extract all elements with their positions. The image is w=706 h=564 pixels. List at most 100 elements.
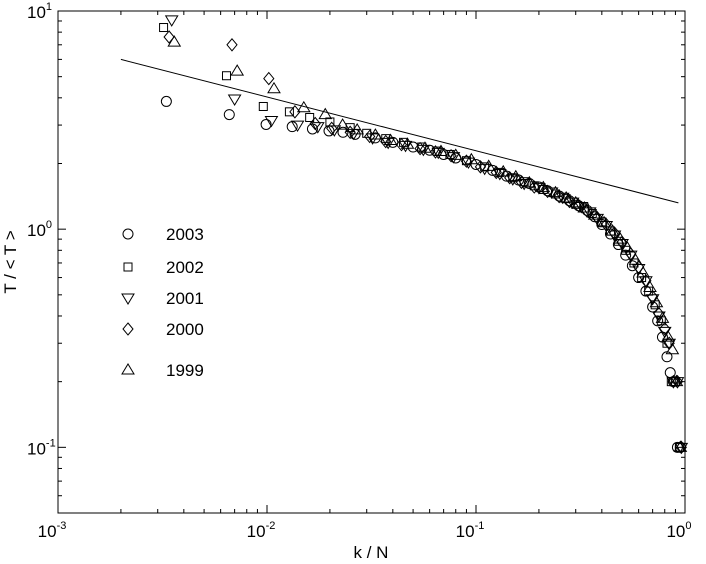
data-point-2003 [286, 121, 298, 133]
data-point-1999 [548, 185, 563, 198]
power-law-fit-line [120, 58, 679, 204]
data-point-1999 [587, 208, 602, 220]
legend-marker-2002 [123, 262, 133, 272]
y-tick-label: 100 [27, 219, 52, 240]
data-point-1999 [605, 224, 620, 236]
data-point-1999 [400, 137, 415, 149]
data-point-2001 [164, 15, 179, 27]
data-point-2000 [263, 71, 275, 86]
data-point-2000 [226, 38, 238, 52]
data-point-1999 [418, 141, 432, 153]
data-point-2001 [544, 187, 559, 199]
data-point-1999 [669, 374, 684, 387]
data-point-1999 [230, 64, 245, 76]
data-point-2003 [337, 126, 349, 138]
x-tick-label: 100 [666, 520, 691, 541]
legend-label-2002: 2002 [166, 258, 204, 277]
data-point-2003 [160, 95, 172, 107]
data-point-2000 [528, 180, 540, 194]
data-point-1999 [643, 280, 657, 293]
legend-label-2001: 2001 [166, 289, 204, 308]
data-point-2000 [414, 141, 426, 156]
data-point-2000 [659, 321, 671, 336]
x-tick-label: 10-2 [247, 520, 276, 541]
data-point-2001 [532, 183, 546, 195]
data-point-1999 [464, 152, 479, 165]
x-axis-title: k / N [354, 543, 389, 562]
data-point-1999 [508, 169, 523, 182]
legend-label-1999: 1999 [166, 361, 204, 380]
data-point-2003 [671, 441, 683, 453]
y-tick-label: 101 [27, 1, 52, 22]
legend-label-2003: 2003 [166, 225, 204, 244]
data-point-2002 [345, 123, 355, 133]
data-point-2001 [310, 122, 325, 134]
data-point-2000 [563, 194, 576, 209]
data-point-1999 [673, 440, 688, 452]
data-point-2000 [326, 121, 338, 136]
data-point-1999 [597, 215, 611, 228]
data-point-2003 [223, 109, 235, 121]
data-point-1999 [296, 100, 311, 113]
data-point-1999 [577, 201, 592, 213]
data-point-2001 [492, 168, 507, 181]
data-point-2003 [260, 118, 272, 130]
data-point-2002 [284, 107, 294, 117]
data-point-1999 [628, 253, 643, 265]
data-point-2000 [474, 160, 487, 174]
axis-tick-labels: 10-3 10-2 10-1 100 10-1 100 101 [27, 1, 692, 541]
data-point-2000 [309, 116, 321, 131]
data-point-1999 [167, 35, 182, 47]
data-point-2000 [380, 134, 392, 149]
data-point-2001 [555, 192, 570, 205]
data-point-2000 [541, 184, 554, 199]
data-point-2000 [600, 217, 612, 232]
data-point-1999 [434, 144, 448, 156]
data-point-2000 [667, 374, 680, 389]
data-point-1999 [665, 342, 680, 355]
data-point-2002 [221, 71, 231, 81]
data-point-2000 [581, 204, 593, 218]
data-point-1999 [649, 295, 664, 308]
legend-marker-1999 [121, 363, 135, 375]
data-point-2002 [305, 112, 315, 122]
data-point-1999 [559, 190, 574, 203]
data-point-1999 [661, 330, 675, 342]
data-point-1999 [350, 122, 365, 135]
y-axis-title: T / < T > [1, 230, 20, 293]
data-point-2001 [264, 115, 279, 128]
data-point-1999 [448, 148, 463, 160]
data-point-2000 [364, 129, 376, 144]
data-point-1999 [655, 311, 670, 323]
x-tick-label: 10-1 [456, 520, 485, 541]
y-tick-label: 10-1 [27, 437, 56, 458]
data-point-1999 [496, 164, 511, 177]
data-point-1999 [481, 159, 496, 171]
data-point-2000 [460, 154, 473, 168]
data-point-1999 [613, 232, 628, 244]
data-point-2000 [553, 189, 565, 204]
plot-area [57, 10, 686, 514]
legend-marker-2000 [122, 322, 134, 336]
data-point-2001 [290, 120, 305, 133]
legend-marker-2001 [121, 293, 135, 305]
data-point-2000 [640, 273, 652, 288]
data-point-1999 [267, 81, 281, 94]
data-point-2002 [159, 23, 169, 33]
data-point-2001 [477, 163, 492, 176]
data-point-2001 [227, 94, 242, 106]
data-markers [159, 15, 689, 455]
legend: 2003 2002 2001 2000 1999 [121, 225, 204, 380]
data-point-1999 [636, 265, 650, 278]
data-point-2001 [652, 311, 666, 323]
data-point-2000 [616, 235, 628, 250]
data-point-2003 [652, 315, 664, 327]
data-point-1999 [568, 195, 583, 208]
data-point-2000 [591, 210, 603, 225]
data-point-2002 [417, 142, 427, 152]
x-tick-label: 10-3 [38, 520, 67, 541]
data-point-1999 [318, 107, 333, 120]
axis-ticks [57, 10, 686, 514]
data-point-1999 [383, 133, 398, 145]
